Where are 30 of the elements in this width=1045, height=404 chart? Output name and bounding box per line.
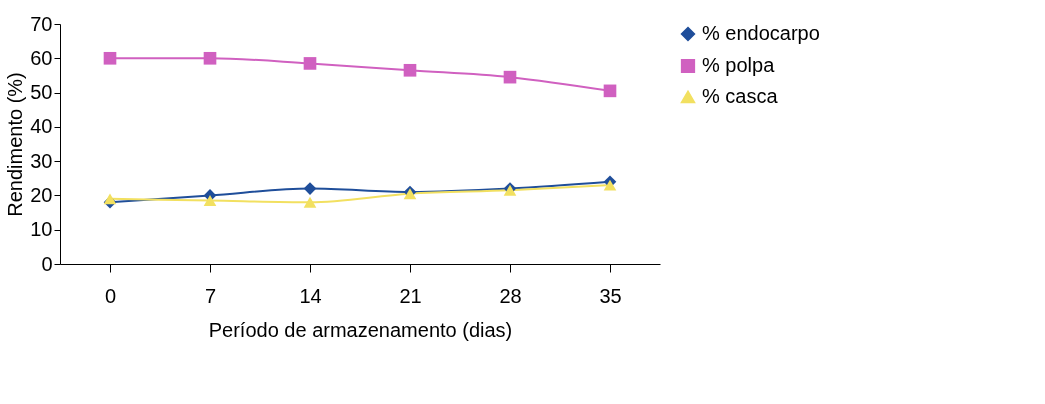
legend-label: % polpa — [702, 54, 776, 76]
point — [403, 63, 417, 77]
x-tick-label: 28 — [499, 284, 522, 307]
point — [203, 195, 217, 207]
y-tick-label: 20 — [30, 183, 53, 206]
point — [203, 51, 217, 65]
point — [303, 182, 317, 195]
y-tick-label: 0 — [41, 252, 53, 275]
legend-label: % endocarpo — [702, 22, 820, 44]
legend-label: % casca — [702, 85, 779, 107]
y-tick-label: 70 — [30, 12, 53, 35]
y-tick-label: 60 — [30, 46, 53, 69]
point — [603, 84, 617, 98]
x-tick-label: 0 — [104, 284, 117, 307]
x-tick-label: 14 — [299, 284, 322, 307]
x-tick-label: 35 — [599, 284, 622, 307]
y-tick-label: 40 — [30, 115, 53, 138]
x-tick-label: 21 — [399, 284, 422, 307]
point — [603, 179, 617, 191]
y-tick-label: 50 — [30, 81, 53, 104]
point — [303, 57, 317, 70]
point — [303, 196, 317, 208]
y-tick-label: 30 — [30, 149, 53, 172]
x-axis-title: Período de armazenamento (dias) — [208, 318, 513, 341]
y-axis-title: Rendimento (%) — [4, 72, 27, 217]
point — [503, 70, 517, 84]
y-tick-label: 10 — [30, 218, 53, 241]
point — [103, 193, 117, 205]
x-tick-label: 7 — [204, 284, 217, 307]
point — [103, 51, 117, 65]
